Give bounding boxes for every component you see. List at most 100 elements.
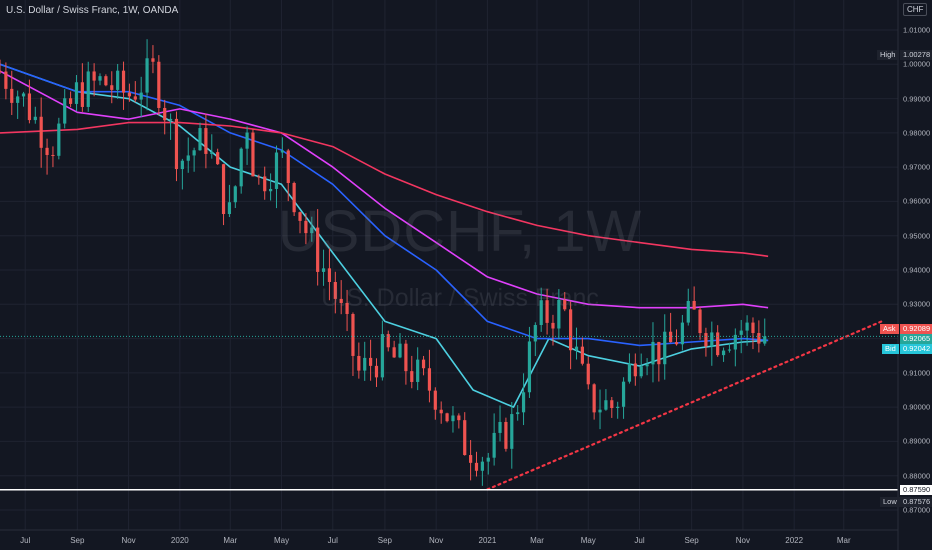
candle-body bbox=[210, 152, 214, 154]
moving-average-line bbox=[0, 70, 769, 309]
candle-body bbox=[333, 281, 337, 299]
time-tick-label: May bbox=[273, 536, 290, 545]
candle-body bbox=[592, 384, 596, 413]
price-tick-label: 0.96000 bbox=[903, 196, 931, 206]
candle-body bbox=[27, 93, 32, 121]
time-tick-label: Jul bbox=[634, 536, 645, 545]
candle-body bbox=[639, 366, 643, 377]
candlestick-series bbox=[0, 39, 767, 486]
candle-body bbox=[469, 455, 473, 463]
candle-body bbox=[357, 355, 361, 371]
candle-body bbox=[586, 363, 590, 385]
moving-average-line bbox=[0, 63, 769, 408]
candle-body bbox=[527, 341, 532, 393]
candle-body bbox=[698, 309, 702, 334]
candle-body bbox=[504, 421, 508, 449]
candle-body bbox=[104, 76, 108, 86]
price-tick-label: 0.97000 bbox=[903, 162, 931, 172]
price-tick-label: 0.99000 bbox=[903, 94, 931, 104]
candle-body bbox=[616, 406, 620, 409]
candle-body bbox=[445, 413, 449, 422]
candle-body bbox=[374, 365, 379, 378]
grid-lines bbox=[0, 0, 898, 530]
price-tick-label: 0.91000 bbox=[903, 368, 931, 378]
candle-body bbox=[257, 176, 261, 178]
candle-body bbox=[198, 128, 202, 151]
candle-body bbox=[763, 336, 767, 344]
ask-price-tag: 0.92089 bbox=[900, 323, 932, 334]
ask-label: Ask bbox=[880, 323, 899, 334]
currency-button[interactable]: CHF bbox=[903, 3, 928, 16]
candle-body bbox=[604, 400, 608, 410]
candle-body bbox=[280, 150, 284, 153]
candle-body bbox=[186, 155, 190, 161]
candle-body bbox=[63, 98, 67, 124]
candle-body bbox=[304, 220, 308, 234]
candle-body bbox=[139, 92, 143, 100]
horizontal-line-price-tag: 0.87590 bbox=[900, 484, 932, 495]
time-tick-label: Mar bbox=[530, 536, 544, 545]
candle-body bbox=[727, 349, 732, 351]
candle-body bbox=[610, 400, 614, 409]
price-tick-label: 0.94000 bbox=[903, 265, 931, 275]
candle-body bbox=[486, 457, 490, 462]
time-tick-label: Jul bbox=[327, 536, 338, 545]
candle-body bbox=[274, 152, 279, 189]
high-price-tag: 1.00278 bbox=[900, 49, 932, 60]
high-label: High bbox=[877, 49, 899, 60]
candle-body bbox=[463, 420, 467, 456]
candle-body bbox=[221, 164, 226, 215]
candle-body bbox=[145, 58, 149, 93]
candle-body bbox=[286, 150, 290, 183]
time-tick-label: May bbox=[580, 536, 596, 545]
candle-body bbox=[0, 71, 2, 73]
candle-body bbox=[4, 71, 8, 89]
candle-body bbox=[163, 107, 167, 121]
candle-body bbox=[133, 96, 137, 100]
candle-body bbox=[269, 188, 273, 192]
candle-body bbox=[498, 421, 502, 433]
candle-body bbox=[33, 116, 37, 121]
candle-body bbox=[474, 462, 479, 471]
candle-body bbox=[492, 432, 496, 458]
candle-body bbox=[751, 322, 755, 334]
price-tick-label: 0.95000 bbox=[903, 231, 931, 241]
candle-body bbox=[157, 61, 161, 108]
candle-body bbox=[669, 331, 673, 343]
candle-body bbox=[239, 148, 243, 187]
last-price-tag: 0.92065 bbox=[900, 333, 932, 344]
candle-body bbox=[74, 82, 79, 104]
price-tick-label: 0.88000 bbox=[903, 471, 931, 481]
price-tick-label: 0.93000 bbox=[903, 299, 931, 309]
candle-body bbox=[310, 227, 314, 234]
candle-body bbox=[598, 409, 602, 413]
candle-body bbox=[633, 363, 637, 377]
candle-body bbox=[39, 116, 43, 148]
candle-body bbox=[86, 71, 90, 107]
candle-body bbox=[580, 346, 584, 364]
candle-body bbox=[327, 268, 332, 282]
candle-body bbox=[721, 350, 726, 356]
candle-body bbox=[298, 212, 302, 221]
time-tick-label: 2020 bbox=[170, 536, 189, 545]
candle-body bbox=[657, 341, 661, 365]
candle-body bbox=[316, 227, 320, 272]
candle-body bbox=[533, 325, 537, 342]
candle-body bbox=[757, 333, 761, 344]
price-tick-label: 0.98000 bbox=[903, 128, 931, 138]
time-tick-label: Nov bbox=[429, 536, 444, 545]
candle-body bbox=[439, 409, 443, 414]
time-tick-label: Mar bbox=[223, 536, 238, 545]
price-tick-label: 0.89000 bbox=[903, 436, 931, 446]
time-tick-label: 2021 bbox=[478, 536, 497, 545]
watermark-description: U.S. Dollar / Swiss Franc bbox=[321, 284, 599, 312]
candle-body bbox=[745, 322, 749, 331]
candle-body bbox=[621, 381, 626, 407]
price-tick-label: 0.87000 bbox=[903, 505, 931, 515]
candle-body bbox=[457, 415, 461, 421]
candle-body bbox=[704, 333, 708, 347]
candle-body bbox=[21, 93, 26, 97]
time-tick-label: Sep bbox=[70, 536, 85, 545]
candle-body bbox=[121, 70, 126, 93]
